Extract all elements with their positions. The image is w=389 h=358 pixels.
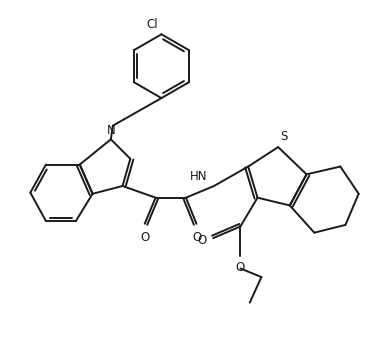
Text: S: S	[280, 130, 287, 143]
Text: HN: HN	[189, 170, 207, 183]
Text: Cl: Cl	[146, 18, 158, 31]
Text: O: O	[193, 231, 202, 244]
Text: O: O	[140, 231, 149, 244]
Text: N: N	[107, 124, 115, 137]
Text: O: O	[197, 233, 206, 247]
Text: O: O	[235, 261, 244, 274]
